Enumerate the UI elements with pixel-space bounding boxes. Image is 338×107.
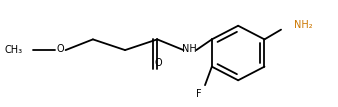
Text: F: F xyxy=(196,89,202,99)
Text: NH₂: NH₂ xyxy=(294,20,312,30)
Text: CH₃: CH₃ xyxy=(5,45,23,55)
Text: O: O xyxy=(154,58,162,68)
Text: NH: NH xyxy=(182,44,197,54)
Text: O: O xyxy=(57,44,65,54)
